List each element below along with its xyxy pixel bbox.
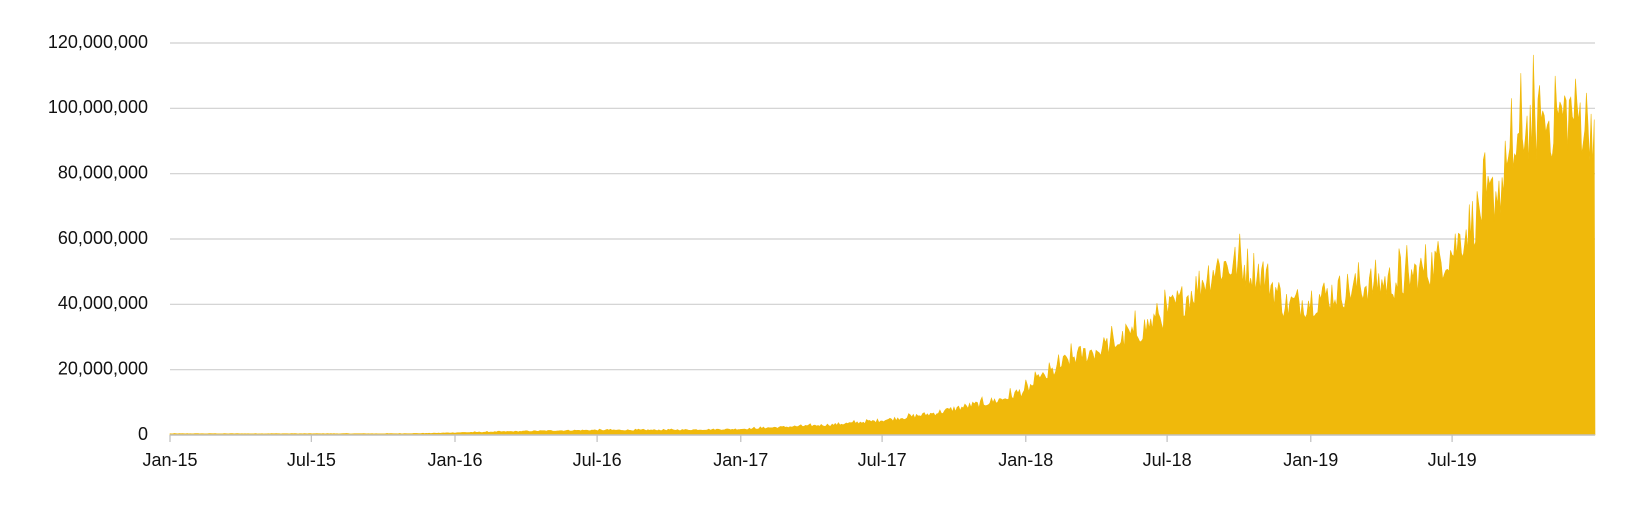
x-tick-label: Jan-19 xyxy=(1283,450,1338,470)
x-tick-label: Jan-16 xyxy=(427,450,482,470)
x-tick-label: Jul-19 xyxy=(1428,450,1477,470)
series-area xyxy=(169,54,1596,436)
x-tick-label: Jul-16 xyxy=(573,450,622,470)
y-tick-label: 100,000,000 xyxy=(48,97,148,117)
y-tick-label: 80,000,000 xyxy=(58,162,148,182)
area-layer xyxy=(169,54,1596,436)
y-tick-label: 60,000,000 xyxy=(58,228,148,248)
x-tick-label: Jan-18 xyxy=(998,450,1053,470)
x-tick-label: Jul-15 xyxy=(287,450,336,470)
y-tick-label: 0 xyxy=(138,424,148,444)
y-tick-label: 40,000,000 xyxy=(58,293,148,313)
y-tick-label: 20,000,000 xyxy=(58,358,148,378)
x-tick-label: Jul-18 xyxy=(1143,450,1192,470)
y-tick-labels: 0 20,000,000 40,000,000 60,000,000 80,000,00… xyxy=(48,32,148,444)
x-tick-label: Jan-17 xyxy=(713,450,768,470)
x-tick-label: Jan-15 xyxy=(142,450,197,470)
axis-layer xyxy=(169,434,1595,442)
y-tick-label: 120,000,000 xyxy=(48,32,148,52)
x-tick-label: Jul-17 xyxy=(858,450,907,470)
x-tick-labels: Jan-15 Jul-15 Jan-16 Jul-16 Jan-17 Jul-17 Jan-… xyxy=(142,450,1476,470)
